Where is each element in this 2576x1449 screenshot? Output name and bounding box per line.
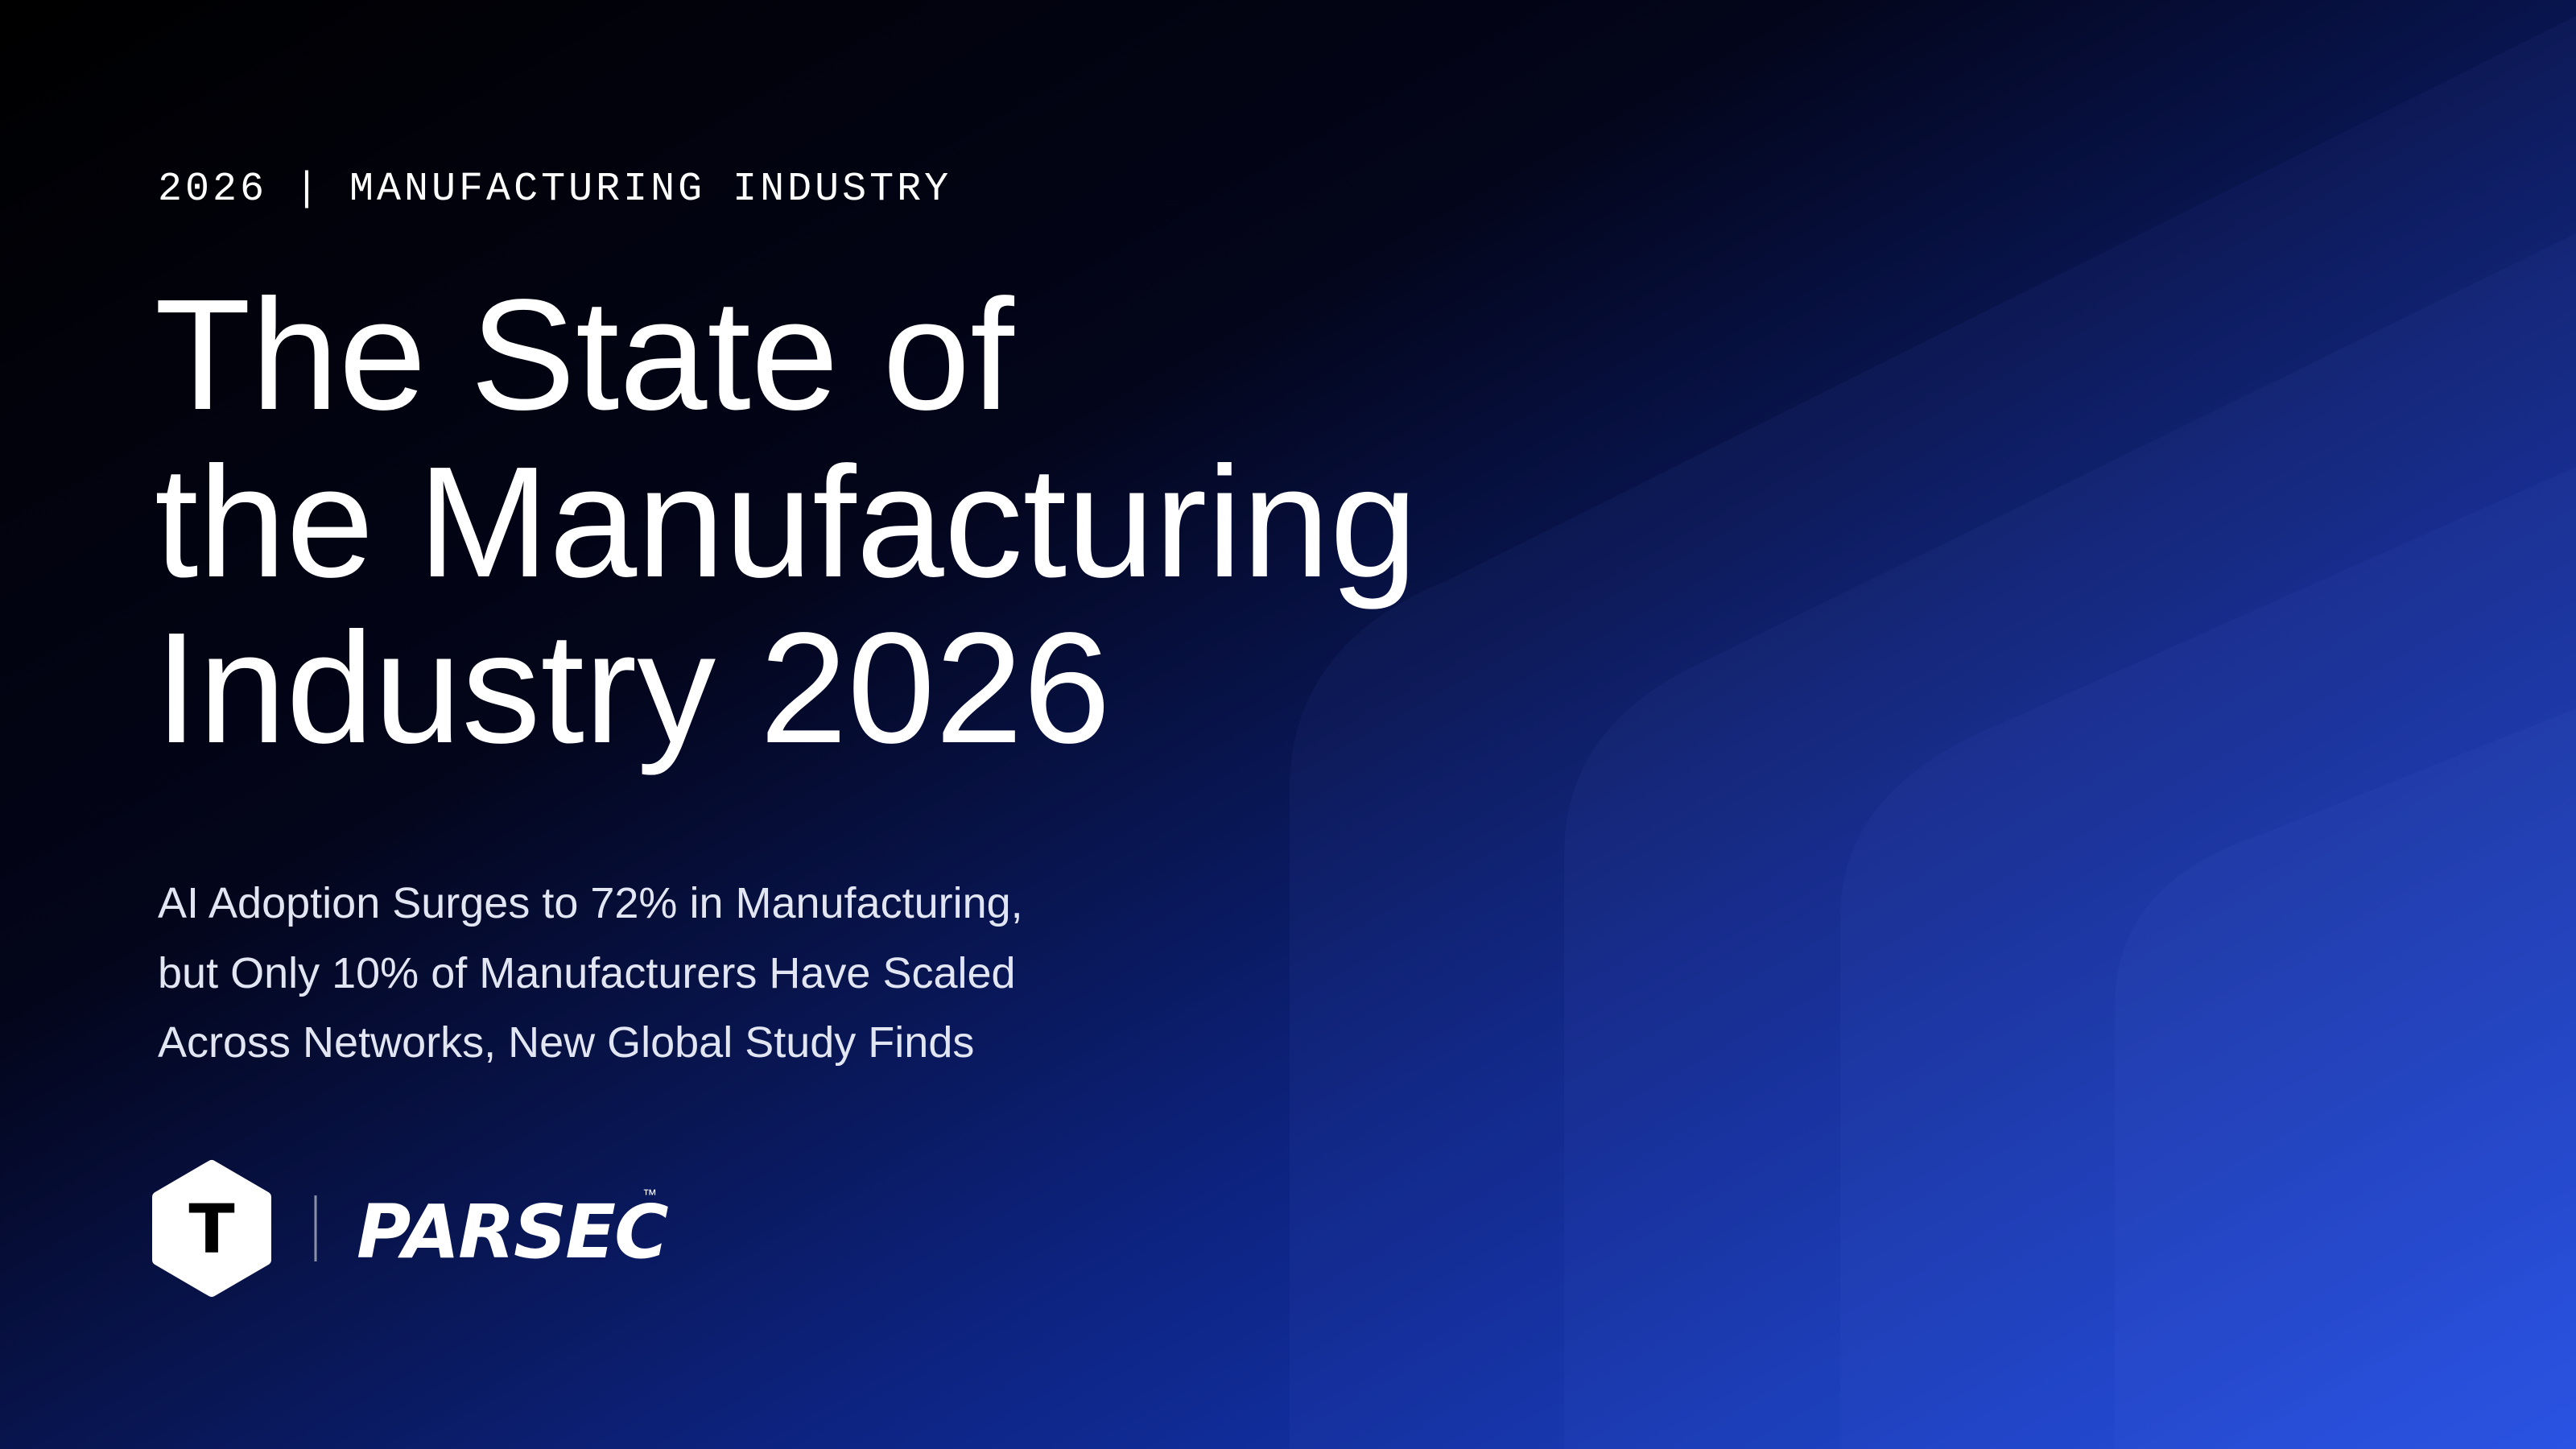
logo-letter: T: [188, 1190, 234, 1269]
title-line: The State of: [155, 266, 1014, 443]
subtitle-line: AI Adoption Surges to 72% in Manufacturi…: [158, 879, 1023, 927]
bg-shape: [1564, 233, 2576, 1449]
trademark: ™: [642, 1187, 657, 1203]
subtitle-line: Across Networks, New Global Study Finds: [158, 1018, 974, 1067]
logo-hexagon: [152, 1160, 271, 1297]
brand-logo: PARSEC: [357, 1189, 668, 1275]
bg-shape: [1840, 467, 2576, 1449]
eyebrow: 2026 | MANUFACTURING INDUSTRY: [158, 167, 952, 213]
background-shapes: [1290, 16, 2576, 1449]
bg-shape: [1290, 16, 2576, 1449]
subtitle-line: but Only 10% of Manufacturers Have Scale…: [158, 949, 1016, 997]
title-line: Industry 2026: [155, 600, 1111, 776]
bg-shape: [2115, 708, 2576, 1449]
title-line: the Manufacturing: [155, 434, 1418, 610]
